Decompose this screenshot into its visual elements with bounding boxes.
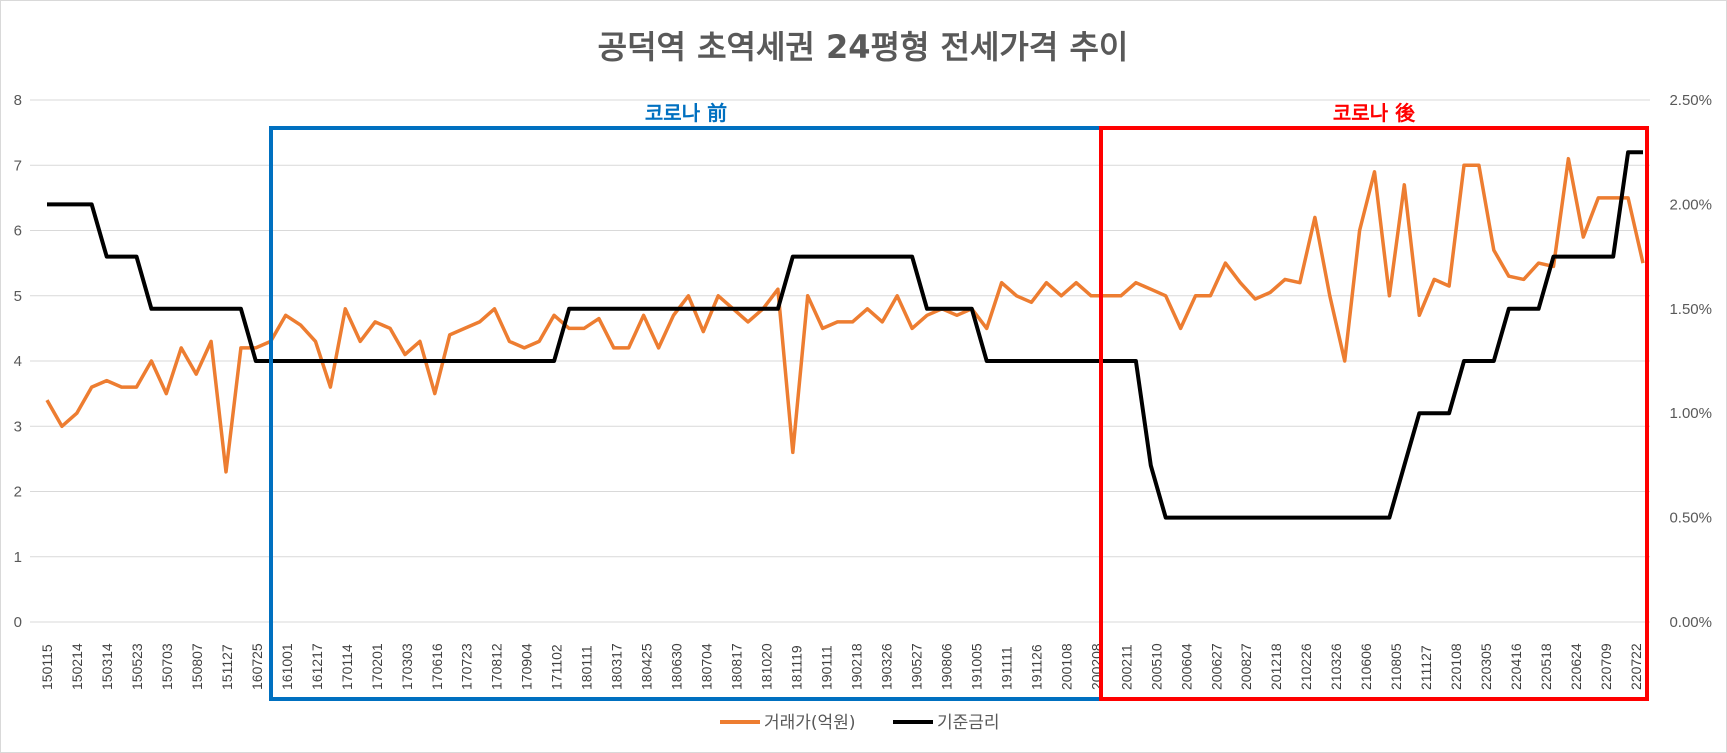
region-label: 코로나 前: [645, 101, 727, 125]
rate-series-line: [47, 150, 1643, 520]
x-tick-label: 150214: [69, 643, 85, 690]
x-tick-label: 171102: [549, 644, 565, 690]
x-tick-label: 181020: [759, 643, 775, 690]
x-tick-label: 180817: [729, 643, 745, 690]
x-tick-label: 170904: [519, 643, 535, 690]
x-tick-label: 151127: [219, 644, 235, 690]
left-tick-label: 3: [14, 418, 22, 435]
x-tick-label: 150807: [189, 643, 205, 690]
x-tick-label: 211127: [1418, 645, 1434, 690]
x-tick-label: 210606: [1358, 643, 1374, 690]
x-tick-label: 220709: [1598, 643, 1614, 690]
x-tick-label: 190326: [878, 643, 894, 690]
x-tick-label: 220518: [1538, 643, 1554, 690]
left-tick-label: 6: [14, 223, 22, 240]
x-tick-label: 220305: [1478, 643, 1494, 690]
legend-label-rate: 기준금리: [937, 713, 1000, 733]
x-tick-label: 180317: [609, 643, 625, 690]
region-annotations: 코로나 前 코로나 後: [269, 101, 1649, 701]
x-tick-label: 170303: [399, 643, 415, 690]
left-tick-label: 1: [14, 549, 22, 566]
chart-title: 공덕역 초역세권 24평형 전세가격 추이: [598, 28, 1129, 66]
x-tick-label: 220108: [1448, 643, 1464, 690]
right-tick-label: 1.50%: [1669, 301, 1712, 318]
right-tick-label: 1.00%: [1669, 405, 1712, 422]
legend-label-price: 거래가(억원): [764, 713, 855, 733]
x-tick-label: 170723: [459, 643, 475, 690]
x-tick-label: 150314: [99, 643, 115, 690]
x-tick-label: 200627: [1208, 643, 1224, 690]
x-tick-label: 180704: [699, 643, 715, 690]
x-tick-label: 200510: [1148, 643, 1164, 690]
x-tick-label: 181119: [789, 645, 805, 690]
series-lines: [45, 150, 1645, 520]
x-tick-label: 200108: [1058, 643, 1074, 690]
right-tick-label: 2.00%: [1669, 196, 1712, 213]
x-tick-label: 150115: [39, 644, 55, 690]
x-tick-label: 210326: [1328, 643, 1344, 690]
region-label: 코로나 後: [1333, 101, 1416, 125]
x-tick-label: 220416: [1508, 643, 1524, 690]
region-box: [1099, 126, 1649, 701]
x-tick-label: 161217: [309, 643, 325, 690]
x-tick-label: 210226: [1298, 643, 1314, 690]
x-tick-label: 200827: [1238, 643, 1254, 690]
left-tick-label: 2: [14, 484, 22, 501]
x-tick-label: 191126: [1028, 644, 1044, 690]
x-tick-label: 190111: [819, 645, 835, 690]
x-tick-label: 201218: [1268, 643, 1284, 690]
left-tick-label: 8: [14, 92, 22, 109]
price-series-line: [45, 156, 1645, 474]
x-tick-label: 180630: [669, 643, 685, 690]
right-tick-label: 0.50%: [1669, 510, 1712, 527]
x-tick-label: 200211: [1118, 644, 1134, 690]
x-tick-label: 150523: [129, 643, 145, 690]
right-y-axis: 0.00% 0.50% 1.00% 1.50% 2.00% 2.50%: [1669, 92, 1712, 631]
x-tick-label: 170616: [429, 643, 445, 690]
x-tick-label: 190527: [908, 643, 924, 690]
x-tick-label: 160725: [249, 643, 265, 690]
left-tick-label: 5: [14, 288, 22, 305]
left-y-axis: 0 1 2 3 4 5 6 7 8: [14, 92, 22, 631]
right-tick-label: 2.50%: [1669, 92, 1712, 109]
left-tick-label: 4: [14, 353, 22, 370]
x-tick-label: 180425: [639, 643, 655, 690]
x-tick-label: 180111: [579, 645, 595, 690]
x-tick-label: 190806: [938, 643, 954, 690]
x-tick-label: 191111: [998, 646, 1014, 690]
x-tick-label: 210805: [1388, 643, 1404, 690]
x-tick-label: 191005: [968, 643, 984, 690]
x-tick-label: 170201: [369, 643, 385, 690]
x-tick-label: 220722: [1628, 643, 1644, 690]
legend: 거래가(억원) 기준금리: [720, 713, 1000, 733]
x-tick-label: 150703: [159, 643, 175, 690]
x-tick-label: 161001: [279, 643, 295, 690]
left-tick-label: 7: [14, 157, 22, 174]
x-tick-label: 170812: [489, 643, 505, 690]
x-tick-label: 220624: [1568, 643, 1584, 690]
right-tick-label: 0.00%: [1669, 614, 1712, 631]
x-tick-label: 200604: [1178, 643, 1194, 690]
left-tick-label: 0: [14, 614, 22, 631]
x-axis: 150115 150214 150314 150523 150703 150807 1511…: [39, 643, 1644, 690]
x-tick-label: 190218: [848, 643, 864, 690]
x-tick-label: 170114: [339, 644, 355, 690]
